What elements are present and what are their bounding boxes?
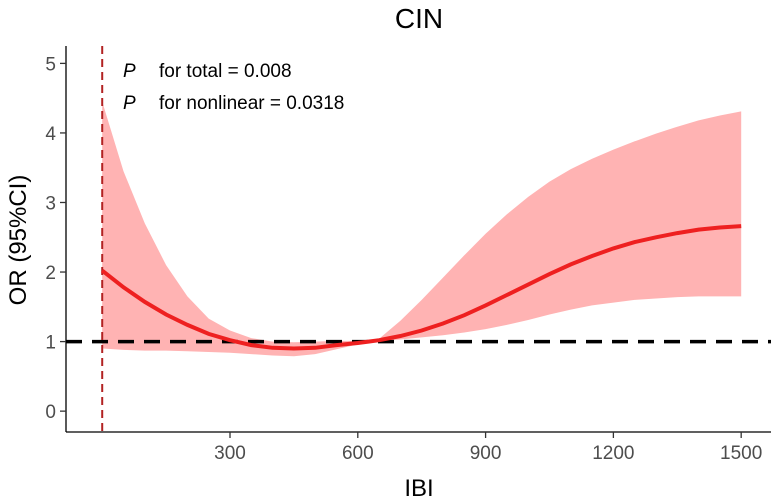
x-tick-label-600: 600: [342, 443, 374, 464]
x-axis-label: IBI: [404, 475, 433, 500]
annotation-p-nonlinear-symbol: P: [123, 93, 136, 114]
annotation-p-total-symbol: P: [123, 61, 136, 82]
y-tick-label-2: 2: [45, 263, 56, 284]
y-tick-label-0: 0: [45, 402, 56, 423]
x-tick-label-1200: 1200: [592, 443, 634, 464]
y-tick-label-1: 1: [45, 333, 56, 354]
y-tick-label-5: 5: [45, 54, 56, 75]
x-tick-label-900: 900: [470, 443, 502, 464]
x-ticks: 300 600 900 1200 1500: [214, 432, 762, 464]
annotation-p-total: P for total = 0.008: [123, 61, 292, 82]
annotation-p-nonlinear-text: for nonlinear = 0.0318: [159, 93, 344, 114]
y-axis-label: OR (95%CI): [5, 175, 32, 306]
or-curve: [100, 224, 742, 351]
axes: 300 600 900 1200 1500 0 1 2 3 4 5: [45, 46, 771, 464]
y-ticks: 0 1 2 3 4 5: [45, 54, 66, 423]
y-tick-label-4: 4: [45, 124, 56, 145]
y-tick-label-3: 3: [45, 193, 56, 214]
plot-area: [66, 46, 771, 432]
annotation-p-total-text: for total = 0.008: [159, 61, 292, 82]
chart-title: CIN: [395, 3, 443, 34]
x-tick-label-1500: 1500: [720, 443, 762, 464]
x-tick-label-300: 300: [214, 443, 246, 464]
confidence-band: [102, 101, 742, 357]
annotation-p-nonlinear: P for nonlinear = 0.0318: [123, 93, 344, 114]
